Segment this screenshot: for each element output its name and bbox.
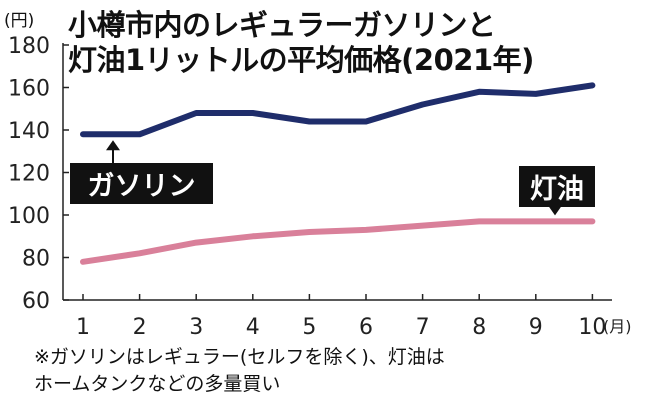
y-tick-label: 160 <box>8 77 50 102</box>
series-lines <box>80 82 596 265</box>
kerosene-line <box>80 218 596 265</box>
y-tick-label: 80 <box>22 247 50 272</box>
y-tick-label: 140 <box>8 119 50 144</box>
series-legend-label: 灯油 <box>530 174 584 205</box>
y-axis: 60 80 100 120 140 160 180 <box>8 34 69 314</box>
y-tick-label: 180 <box>8 34 50 59</box>
x-tick-label: 10 <box>578 315 606 340</box>
x-tick-label: 7 <box>416 315 430 340</box>
x-axis-unit: (月) <box>603 317 632 336</box>
footnote-line-2: ホームタンクなどの多量買い <box>34 373 281 395</box>
chart-title-line-1: 小樽市内のレギュラーガソリンと <box>68 8 496 42</box>
kerosene-label: 灯油 <box>519 166 595 216</box>
x-axis: 1 2 3 4 5 6 7 8 9 10(月) <box>63 294 632 340</box>
y-axis-unit: (円) <box>4 11 35 31</box>
x-tick-label: 5 <box>302 315 316 340</box>
series-legend-label: ガソリン <box>88 171 196 202</box>
x-tick-label: 1 <box>76 315 90 340</box>
series-labels: ガソリン 灯油 <box>70 140 595 216</box>
y-tick-label: 60 <box>22 289 50 314</box>
footnote-line-1: ※ガソリンはレギュラー(セルフを除く)、灯油は <box>34 346 445 368</box>
x-tick-label: 3 <box>189 315 203 340</box>
gasoline-label: ガソリン <box>70 140 213 204</box>
x-tick-label: 6 <box>359 315 373 340</box>
label-box <box>519 166 595 207</box>
label-box <box>70 163 213 204</box>
y-tick-label: 100 <box>8 204 50 229</box>
label-pointer-arrow <box>106 140 120 151</box>
x-tick-label: 9 <box>529 315 543 340</box>
x-tick-label: 8 <box>472 315 486 340</box>
chart-title-line-2: 灯油1リットルの平均価格(2021年) <box>68 43 534 77</box>
gasoline-line <box>80 82 596 138</box>
x-tick-label: 2 <box>133 315 147 340</box>
label-pointer-arrow <box>548 205 562 216</box>
x-tick-label: 4 <box>246 315 260 340</box>
y-tick-label: 120 <box>8 162 50 187</box>
